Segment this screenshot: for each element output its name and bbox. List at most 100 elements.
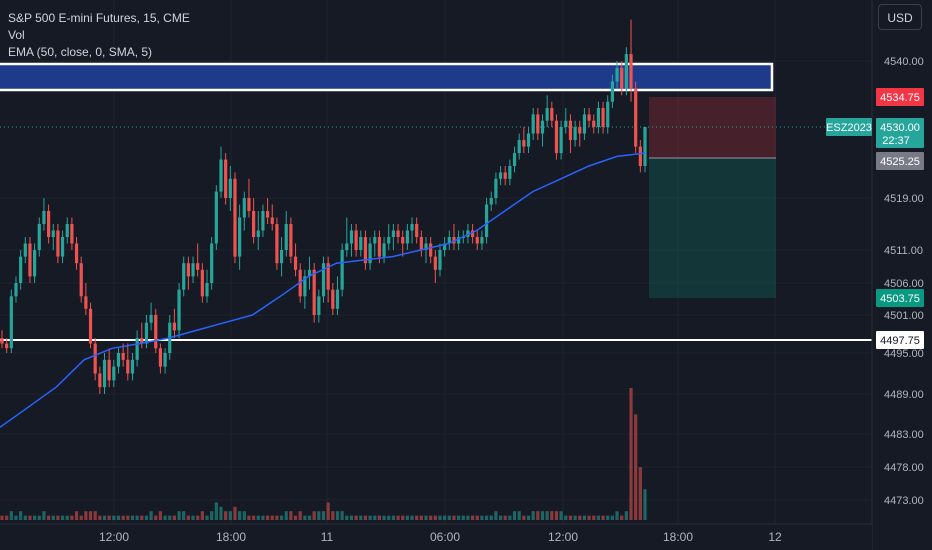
candle-body — [363, 237, 368, 264]
volume-bar — [144, 515, 149, 520]
candle-body — [177, 289, 181, 331]
volume-bar — [247, 515, 251, 520]
time-tick-label: 12 — [768, 530, 782, 544]
candle-body — [592, 120, 596, 127]
time-axis-bg — [0, 524, 872, 550]
candle-body — [638, 146, 642, 166]
volume-bar — [37, 515, 41, 520]
volume-bar — [643, 489, 647, 520]
volume-bar — [74, 511, 79, 520]
candle-body — [559, 127, 563, 154]
volume-bar — [335, 511, 340, 520]
volume-bar — [275, 515, 279, 520]
volume-bar — [382, 515, 386, 520]
volume-bar — [610, 515, 614, 520]
price-tick-label: 4506.00 — [884, 278, 924, 290]
candle-body — [182, 263, 186, 290]
candle-body — [252, 211, 256, 237]
volume-bar — [498, 515, 503, 520]
candle-body — [601, 108, 605, 127]
volume-bar — [279, 515, 284, 520]
candle-body — [60, 237, 65, 257]
candle-body — [354, 230, 358, 250]
currency-button[interactable]: USD — [878, 4, 922, 30]
price-axis[interactable]: 4540.00 4519.00 4511.00 4506.00 4501.00 4495.… — [871, 0, 932, 550]
volume-bar — [578, 515, 582, 520]
volume-bar — [84, 511, 88, 520]
volume-bar — [471, 515, 475, 520]
volume-bar — [70, 515, 74, 520]
candle-body — [531, 114, 535, 134]
time-tick-label: 18:00 — [663, 530, 693, 544]
price-tick-label: 4483.00 — [884, 429, 924, 441]
volume-bar — [508, 515, 512, 520]
volume-bar — [433, 515, 437, 520]
volume-bar — [112, 515, 116, 520]
candle-body — [279, 250, 284, 264]
candle-body — [65, 224, 69, 237]
candle-body — [498, 172, 503, 179]
candle-body — [359, 237, 363, 250]
volume-bar — [163, 515, 167, 520]
candle-body — [610, 81, 614, 102]
volume-bar — [373, 515, 377, 520]
volume-bar — [359, 515, 363, 520]
candle-body — [550, 108, 554, 121]
candle-body — [373, 237, 377, 244]
volume-bar — [475, 515, 479, 520]
volume-bar — [592, 515, 596, 520]
volume-indicator-label[interactable]: Vol — [8, 28, 25, 42]
ema-indicator-label[interactable]: EMA (50, close, 0, SMA, 5) — [8, 45, 153, 59]
volume-bar — [354, 515, 358, 520]
volume-bar — [326, 502, 330, 520]
time-tick-label: 12:00 — [99, 530, 129, 544]
candle-body — [5, 343, 9, 349]
symbol-title[interactable]: S&P 500 E-mini Futures, 15, CME — [8, 11, 190, 25]
volume-bar — [438, 515, 442, 520]
volume-bar — [33, 515, 37, 520]
volume-bar — [396, 515, 400, 520]
candle-body — [270, 217, 274, 224]
candle-body — [14, 283, 18, 297]
volume-bar — [419, 515, 423, 520]
stop-price-badge: 4534.75 — [880, 92, 920, 104]
candle-body — [410, 224, 414, 231]
candle-body — [84, 296, 88, 309]
price-tick-label: 4540.00 — [884, 56, 924, 68]
time-axis[interactable]: 12:00 18:00 11 06:00 12:00 18:00 12 — [0, 523, 872, 550]
candle-body — [620, 67, 624, 89]
candle-body — [200, 269, 204, 297]
candle-body — [28, 243, 32, 277]
entry-price-badge: 4525.25 — [880, 156, 920, 168]
price-tick-label: 4489.00 — [884, 389, 924, 401]
volume-bar — [559, 511, 563, 520]
last-price-value: 4530.00 — [880, 122, 920, 134]
volume-bar — [298, 511, 302, 520]
volume-bar — [564, 515, 568, 520]
volume-bar — [484, 515, 489, 520]
candle-body — [214, 191, 218, 244]
candle-body — [228, 178, 232, 198]
candle-body — [508, 166, 512, 179]
volume-bar — [219, 506, 223, 520]
volume-bar — [494, 511, 498, 520]
support-price-badge: 4497.75 — [880, 335, 920, 347]
candle-body — [401, 237, 405, 244]
volume-bar — [349, 515, 354, 520]
volume-bar — [461, 515, 465, 520]
candle-body — [438, 250, 442, 270]
candle-body — [56, 230, 60, 257]
volume-bar — [93, 511, 97, 520]
candle-body — [79, 263, 83, 297]
resistance-band — [0, 62, 774, 92]
volume-bar — [536, 511, 540, 520]
candle-body — [46, 211, 51, 237]
volume-bar — [443, 515, 447, 520]
candle-body — [37, 224, 41, 250]
candle-body — [540, 120, 545, 134]
candle-body — [121, 353, 125, 360]
volume-bar — [0, 515, 4, 520]
volume-bar — [200, 511, 204, 520]
